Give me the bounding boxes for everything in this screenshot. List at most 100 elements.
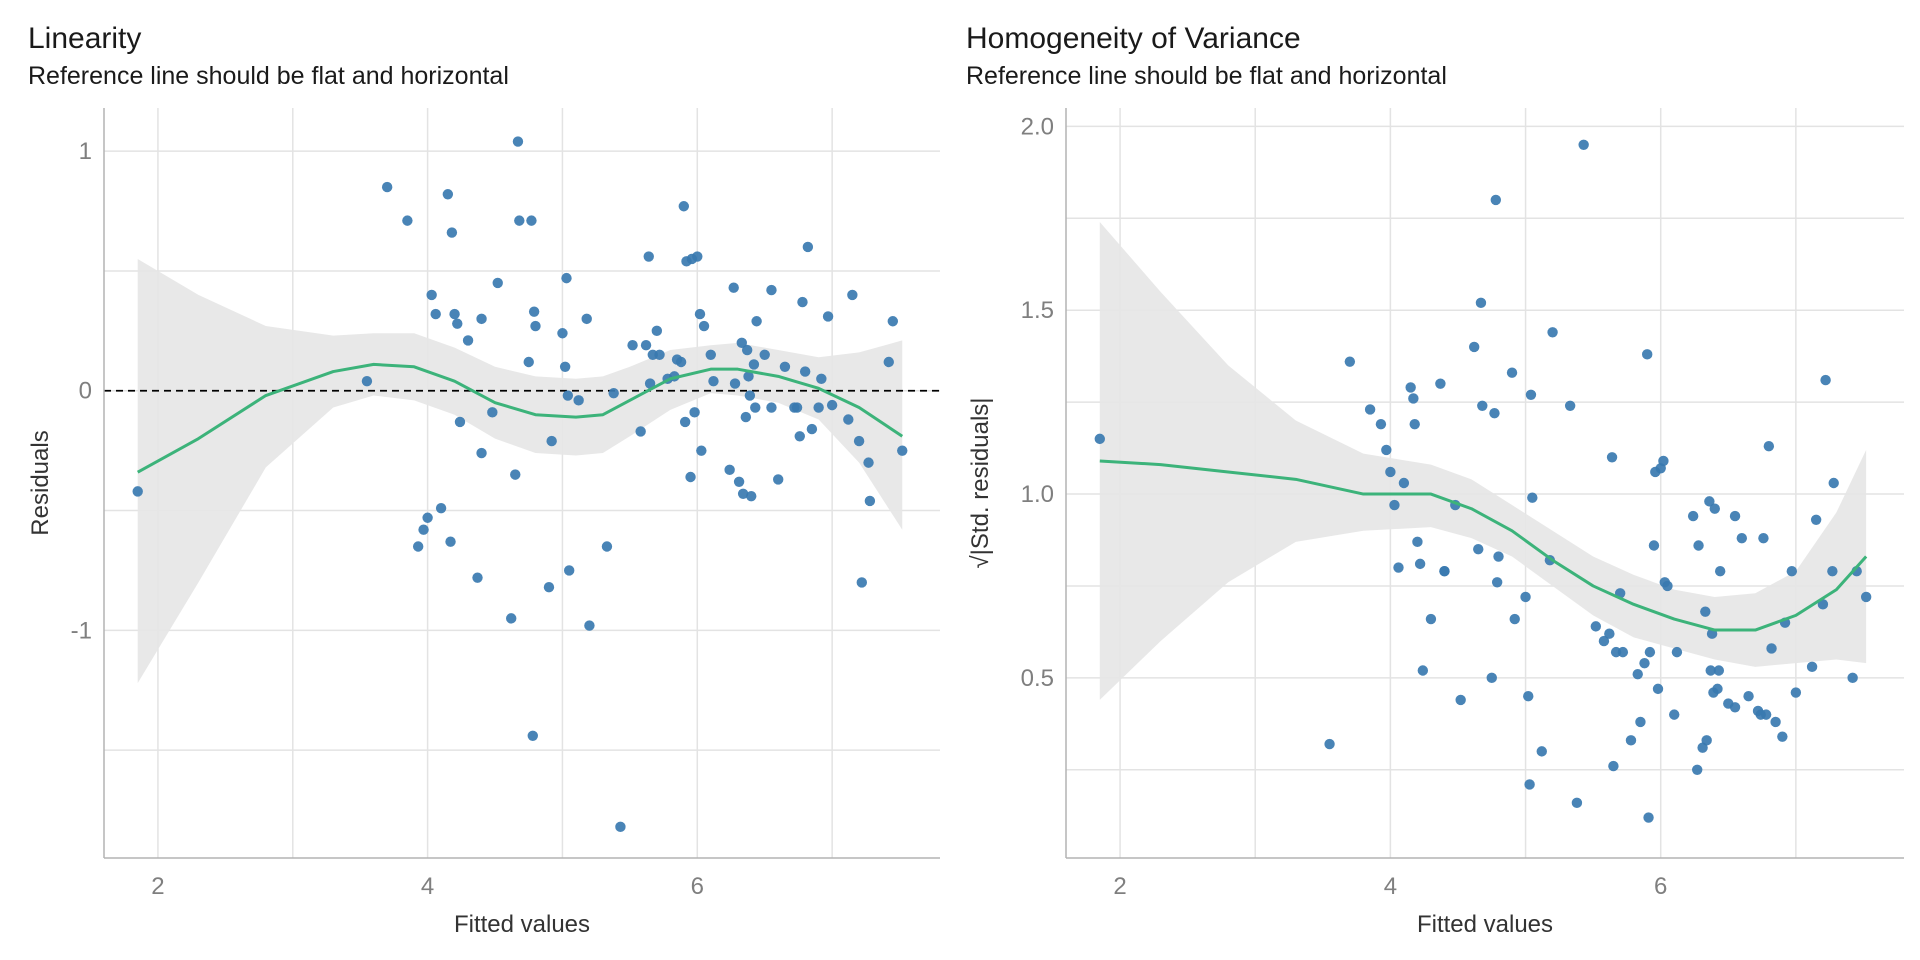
- data-point: [1700, 606, 1711, 617]
- data-point: [1571, 797, 1583, 809]
- data-point: [847, 289, 858, 301]
- data-point: [694, 308, 706, 320]
- data-point: [1439, 566, 1450, 577]
- data-point: [705, 349, 716, 361]
- data-point: [748, 359, 760, 370]
- data-point: [743, 371, 754, 382]
- data-point: [615, 821, 626, 833]
- data-point: [1527, 492, 1538, 503]
- data-point: [523, 356, 534, 368]
- data-point: [1632, 668, 1643, 680]
- linearity-plot: 2 4 6 -1 0 1 Fitted values Residuals: [27, 108, 940, 938]
- data-point: [1409, 418, 1420, 430]
- data-point: [442, 189, 454, 200]
- data-point: [1729, 510, 1741, 522]
- data-point: [724, 464, 735, 476]
- data-point: [514, 215, 525, 226]
- y-axis-title: Residuals: [27, 430, 54, 535]
- data-point: [1491, 577, 1503, 588]
- data-point: [759, 349, 770, 361]
- y-tick-label: 1.0: [1021, 481, 1054, 508]
- data-point: [530, 320, 541, 332]
- data-point: [1477, 400, 1488, 411]
- chart1-subtitle: Reference line should be flat and horizo…: [28, 62, 509, 90]
- data-point: [492, 277, 503, 289]
- data-point: [696, 445, 707, 456]
- data-point: [1827, 566, 1838, 577]
- data-point: [476, 447, 487, 459]
- data-point: [1712, 683, 1723, 695]
- chart1-title: Linearity: [28, 22, 142, 55]
- data-point: [1643, 812, 1654, 823]
- data-point: [1639, 657, 1650, 669]
- data-point: [813, 402, 824, 413]
- data-point: [573, 395, 584, 406]
- data-point: [1641, 349, 1653, 360]
- data-point: [506, 613, 517, 624]
- data-point: [843, 414, 854, 425]
- data-point: [559, 361, 571, 372]
- data-point: [728, 282, 739, 293]
- data-point: [737, 488, 749, 499]
- data-point: [435, 502, 447, 514]
- y-tick-label: 1.5: [1021, 297, 1054, 324]
- data-point: [797, 296, 808, 308]
- data-point: [1729, 702, 1741, 713]
- data-point: [1714, 566, 1726, 577]
- smooth-line: [136, 362, 904, 474]
- data-point: [446, 227, 458, 238]
- y-tick-label: 0.5: [1021, 665, 1054, 692]
- data-point: [1786, 566, 1798, 577]
- data-point: [1713, 665, 1725, 676]
- data-point: [1817, 599, 1829, 610]
- data-point: [1770, 716, 1781, 728]
- data-point: [1486, 672, 1497, 684]
- x-tick-label: 6: [1654, 873, 1667, 900]
- data-point: [675, 356, 687, 368]
- data-point: [418, 524, 429, 535]
- data-point: [454, 416, 466, 428]
- x-tick-label: 2: [151, 873, 164, 900]
- data-point: [692, 251, 703, 262]
- data-point: [685, 471, 696, 483]
- data-point: [402, 215, 413, 226]
- data-point: [1820, 374, 1831, 386]
- data-point: [856, 577, 867, 588]
- data-point: [1425, 613, 1437, 625]
- data-point: [766, 284, 777, 296]
- data-point: [512, 136, 524, 147]
- data-point: [1525, 389, 1537, 400]
- data-point: [643, 251, 654, 262]
- data-point: [381, 181, 393, 193]
- data-point: [1669, 709, 1680, 720]
- data-point: [1094, 433, 1105, 445]
- data-point: [794, 431, 805, 442]
- data-point: [1701, 735, 1712, 746]
- data-point: [654, 349, 665, 361]
- data-point: [543, 582, 555, 593]
- data-point: [1524, 779, 1535, 790]
- data-point: [445, 536, 456, 547]
- y-axis-title-prefix: √: [967, 555, 994, 569]
- data-point: [736, 337, 747, 349]
- y-axis-title-text: |Std. residuals|: [967, 397, 994, 555]
- data-point: [887, 316, 899, 327]
- data-point: [1648, 540, 1660, 551]
- y-axis-title: √|Std. residuals|: [967, 397, 994, 568]
- data-point: [1393, 562, 1404, 573]
- data-point: [1736, 532, 1748, 544]
- data-point: [1590, 621, 1602, 632]
- data-point: [1375, 418, 1387, 430]
- data-point: [1455, 694, 1466, 706]
- data-point: [708, 375, 719, 387]
- data-point: [627, 340, 638, 351]
- data-point: [741, 344, 753, 356]
- data-point: [1758, 532, 1769, 544]
- data-point: [802, 241, 814, 253]
- data-point: [1578, 139, 1589, 150]
- data-point: [1709, 503, 1720, 514]
- data-point: [1810, 514, 1822, 525]
- data-point: [1693, 540, 1704, 551]
- data-point: [1635, 716, 1646, 728]
- data-point: [527, 730, 538, 741]
